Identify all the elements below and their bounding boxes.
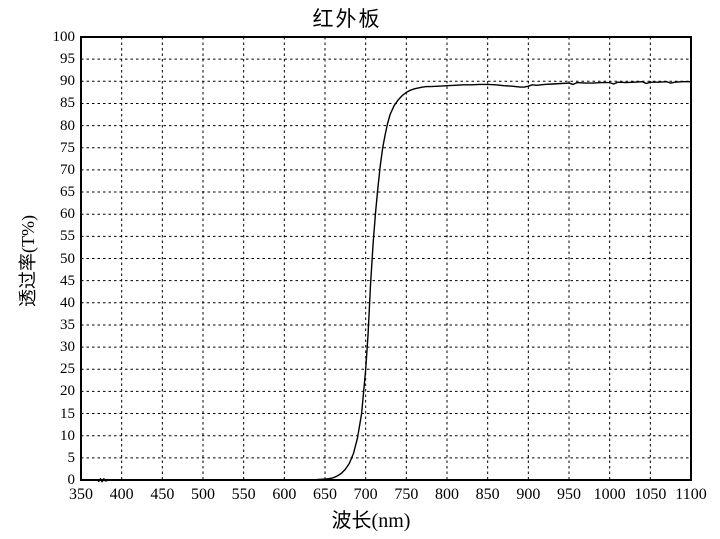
- x-tick-label: 500: [191, 486, 215, 503]
- x-tick-label: 650: [313, 486, 337, 503]
- y-tick-label: 50: [60, 250, 75, 267]
- x-tick-label: 950: [557, 486, 581, 503]
- x-tick-label: 750: [394, 486, 419, 503]
- x-tick-label: 800: [435, 486, 459, 503]
- y-tick-label: 35: [60, 316, 75, 333]
- y-tick-label: 25: [60, 361, 75, 378]
- y-tick-label: 95: [60, 51, 75, 68]
- plot-canvas: [80, 36, 692, 483]
- plot-frame: [80, 36, 692, 481]
- transmittance-curve: [80, 81, 692, 483]
- y-tick-label: 15: [60, 405, 75, 422]
- x-tick-label: 700: [353, 486, 378, 503]
- y-tick-label: 60: [60, 206, 75, 223]
- y-tick-label: 20: [60, 383, 75, 400]
- y-tick-label: 55: [60, 228, 75, 245]
- x-tick-label: 550: [231, 486, 256, 503]
- y-tick-label: 10: [60, 427, 75, 444]
- x-axis-title: 波长(nm): [331, 510, 411, 532]
- y-tick-label: 45: [60, 272, 75, 289]
- y-tick-label: 100: [52, 29, 76, 45]
- y-tick-label: 70: [60, 161, 75, 178]
- x-tick-label: 1100: [675, 486, 707, 503]
- y-tick-label: 80: [60, 117, 75, 134]
- x-tick-label: 450: [150, 486, 175, 503]
- y-tick-label: 85: [60, 95, 75, 112]
- y-tick-label: 75: [60, 139, 75, 156]
- x-tick-label: 850: [475, 486, 500, 503]
- x-tick-label: 1050: [634, 486, 667, 503]
- y-tick-label: 5: [67, 449, 76, 466]
- x-tick-label: 400: [109, 486, 134, 503]
- y-tick-label: 30: [60, 339, 75, 356]
- y-tick-label: 0: [67, 472, 76, 488]
- x-tick-label: 350: [69, 486, 93, 503]
- chart-title: 红外板: [312, 7, 382, 31]
- y-tick-label: 40: [60, 294, 75, 311]
- x-tick-label: 1000: [593, 486, 626, 503]
- y-tick-label: 90: [60, 73, 75, 90]
- plot-area: [80, 36, 692, 483]
- x-tick-label: 600: [272, 486, 297, 503]
- y-tick-label: 65: [60, 184, 75, 201]
- x-tick-label: 900: [516, 486, 541, 503]
